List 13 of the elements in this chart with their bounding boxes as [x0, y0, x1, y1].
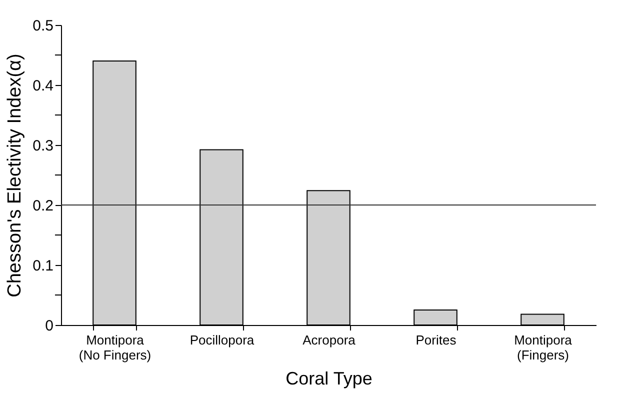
x-tick-label: Acropora [302, 332, 356, 348]
y-tick-label: 0.1 [32, 258, 54, 274]
y-axis-title: Chesson's Electivity Index(α) [4, 54, 26, 298]
y-tick-label: 0.4 [32, 78, 54, 94]
x-axis-title: Coral Type [286, 368, 372, 388]
y-tick-label: 0 [45, 318, 54, 334]
y-tick-label: 0.2 [32, 198, 54, 214]
x-tick-label: Montipora (Fingers) [514, 332, 573, 362]
x-tick-label: Porites [416, 332, 457, 348]
x-tick-label: Pocillopora [190, 332, 255, 348]
y-tick-label: 0.3 [32, 138, 54, 154]
y-tick-label: 0.5 [32, 18, 54, 34]
x-tick-label: Montipora (No Fingers) [78, 332, 152, 362]
